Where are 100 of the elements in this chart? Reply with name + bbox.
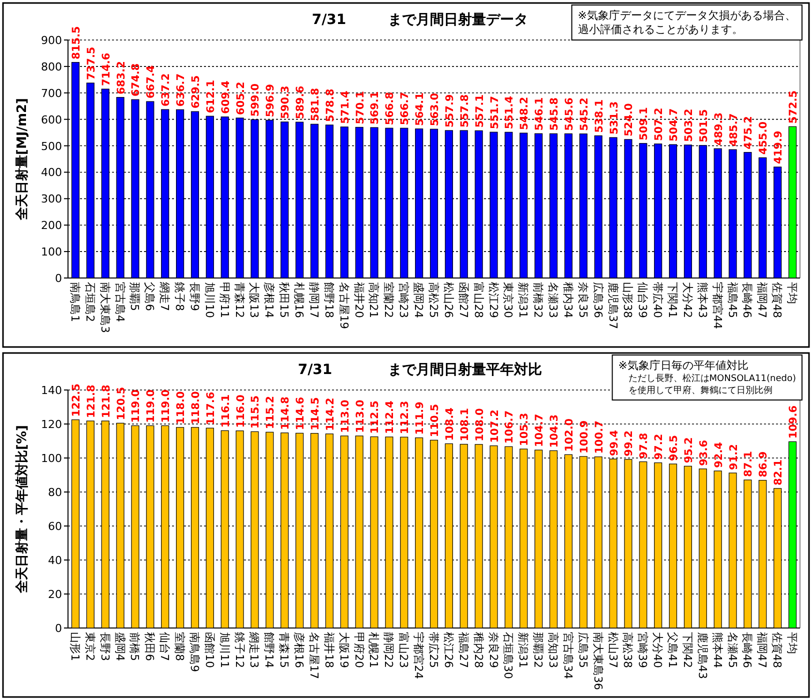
data-label: 545.8 [548, 97, 561, 131]
data-label: 108.1 [458, 408, 471, 442]
data-label: 102.0 [563, 418, 576, 452]
x-tick-label: 青森12 [232, 282, 246, 318]
x-tick-label: 函館27 [456, 282, 470, 318]
y-tick-label: 40 [48, 554, 62, 567]
x-tick-label: 銚子12 [232, 632, 246, 668]
x-tick-label: 松江26 [442, 632, 455, 668]
x-tick-label: 青森15 [278, 632, 291, 668]
y-tick-label: 140 [41, 384, 62, 397]
data-label: 509.1 [638, 107, 650, 140]
note-box: ※気象庁日毎の平年値対比 ただし長野、松江はMONSOLA11(nedo) を使用して甲府、舞鶴にて日別比例 [612, 354, 802, 400]
y-axis-title: 全天日射量[MJ/m2] [15, 98, 30, 221]
data-label: 99.2 [623, 430, 636, 456]
data-label: 121.8 [85, 384, 98, 418]
data-label: 95.2 [682, 437, 695, 464]
data-label: 501.5 [698, 109, 710, 142]
x-tick-label: 秋田6 [143, 632, 156, 661]
data-label: 100.7 [593, 420, 606, 454]
data-label: 545.6 [563, 98, 576, 131]
x-tick-label: 長野9 [188, 282, 201, 311]
x-tick-label: 東京30 [502, 282, 515, 318]
data-label: 551.7 [488, 96, 501, 130]
data-label: 111.9 [414, 402, 426, 435]
x-tick-label: 高松25 [427, 282, 440, 318]
data-label: 93.6 [698, 440, 710, 466]
x-tick-label: 奈良29 [486, 632, 500, 668]
x-tick-label: 札幌21 [367, 632, 380, 668]
data-label: 507.2 [653, 108, 666, 141]
x-tick-label: 福島45 [726, 282, 739, 318]
x-tick-label: 網走13 [248, 631, 261, 668]
data-label: 563.0 [429, 92, 441, 126]
chart-title: 7/31 まで月間日射量データ [312, 12, 528, 28]
data-label: 113.0 [354, 400, 366, 433]
x-tick-label: 網走7 [158, 281, 172, 311]
x-tick-label: 長崎46 [740, 282, 754, 318]
x-tick-label: 熊本44 [710, 632, 724, 668]
data-label: 97.8 [638, 432, 650, 459]
x-tick-label: 松山26 [442, 282, 455, 318]
x-tick-label: 大分40 [651, 632, 664, 668]
data-label: 551.4 [504, 96, 516, 130]
data-label: 667.4 [145, 65, 158, 99]
x-tick-label: 旭川10 [202, 282, 216, 318]
data-label: 112.4 [384, 400, 396, 434]
data-label: 714.6 [100, 52, 112, 86]
x-tick-label: 静岡22 [382, 632, 396, 668]
data-label: 570.1 [354, 91, 366, 124]
y-tick-label: 700 [41, 86, 62, 100]
x-tick-label: 高知21 [367, 282, 380, 318]
x-tick-label: 仙台7 [158, 632, 172, 661]
x-tick-label: 南鳥島9 [188, 632, 201, 672]
x-tick-label: 南大東島36 [591, 632, 604, 690]
data-label: 106.7 [504, 410, 516, 444]
x-tick-label: 名古屋17 [307, 632, 320, 679]
x-tick-label: 長崎46 [740, 632, 754, 668]
x-tick-label: 石垣島30 [502, 632, 515, 679]
data-label: 564.1 [414, 92, 426, 126]
x-tick-label: 旭川11 [218, 632, 231, 668]
x-tick-label: 名古屋19 [337, 282, 350, 329]
x-tick-label: 札幌16 [292, 282, 306, 318]
y-axis-title: 全天日射量・平年値対比[%] [14, 425, 30, 594]
data-label: 455.0 [758, 121, 770, 155]
x-tick-label: 福島27 [456, 632, 470, 668]
x-tick-label: 佐賀48 [770, 282, 784, 318]
data-label: 107.2 [488, 410, 501, 443]
x-tick-label: 奈良35 [576, 282, 590, 318]
x-tick-label: 山形38 [621, 282, 634, 318]
note-box: ※気象庁データにてデータ欠損がある場合、 過小評価されることがあります。 [571, 4, 802, 40]
x-tick-label: 室蘭8 [173, 632, 186, 661]
chart-title: 7/31 まで月間日射量平年対比 [298, 361, 542, 378]
data-label: 108.0 [474, 408, 486, 442]
data-label: 112.5 [369, 400, 382, 434]
x-tick-label: 南大東島3 [98, 282, 112, 333]
data-label: 96.5 [668, 435, 680, 461]
y-tick-label: 0 [55, 272, 62, 285]
data-label: 117.6 [204, 392, 217, 426]
y-tick-label: 300 [41, 192, 62, 206]
x-tick-label: 稚内28 [472, 632, 485, 668]
data-label: 609.4 [220, 80, 232, 114]
annotation: を使用して甲府、舞鶴にて日別比例 [628, 385, 772, 396]
x-tick-label: 南鳥島1 [68, 282, 82, 322]
data-label: 546.1 [534, 97, 546, 131]
data-label: 548.2 [518, 96, 531, 130]
y-tick-label: 200 [41, 219, 62, 232]
data-label: 674.8 [130, 63, 142, 97]
x-tick-label: 佐賀48 [770, 632, 784, 668]
y-tick-label: 120 [41, 418, 62, 431]
data-label: 612.1 [204, 80, 217, 114]
y-tick-label: 60 [48, 520, 62, 533]
x-tick-label: 父島6 [143, 282, 156, 311]
data-label: 815.5 [70, 26, 82, 60]
x-tick-label: 新潟31 [516, 282, 530, 318]
data-label: 114.2 [324, 398, 336, 431]
x-tick-label: 甲府11 [218, 282, 231, 318]
x-tick-label: 宮古島34 [561, 632, 574, 679]
data-label: 531.3 [608, 101, 620, 134]
x-tick-label: 那覇32 [532, 632, 545, 668]
x-tick-label: 稚内34 [561, 282, 574, 318]
x-tick-label: 盛岡24 [412, 282, 426, 318]
y-tick-label: 0 [55, 622, 62, 635]
